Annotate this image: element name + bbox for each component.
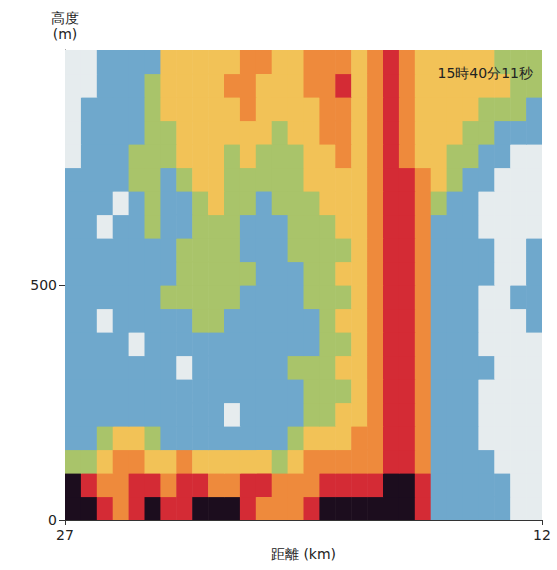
svg-text:(m): (m) xyxy=(53,26,78,42)
svg-text:距離 (km): 距離 (km) xyxy=(271,546,336,562)
svg-text:高度: 高度 xyxy=(51,10,79,26)
svg-text:27: 27 xyxy=(56,527,74,543)
svg-text:0: 0 xyxy=(48,512,57,528)
svg-text:15時40分11秒: 15時40分11秒 xyxy=(438,65,533,81)
svg-text:500: 500 xyxy=(30,277,57,293)
svg-text:12: 12 xyxy=(533,527,551,543)
